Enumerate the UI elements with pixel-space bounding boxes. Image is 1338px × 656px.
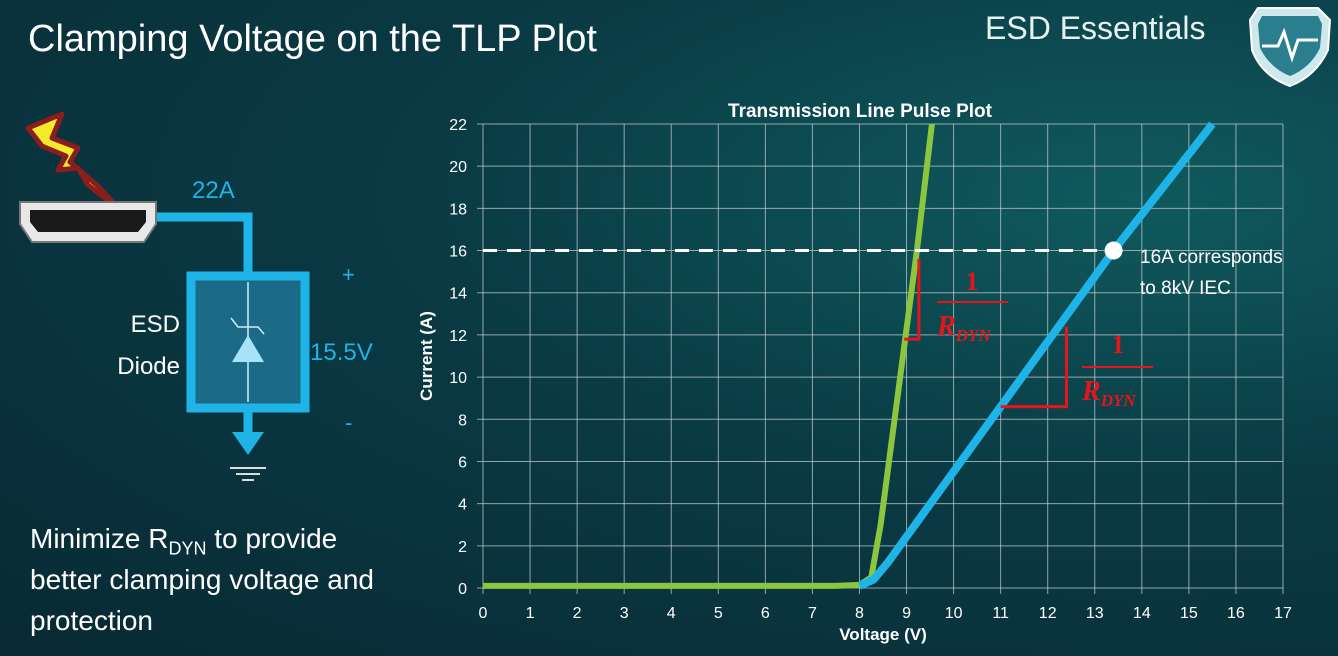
annotation-line-2: to 8kV IEC (1140, 278, 1231, 299)
series-line-2 (857, 121, 1216, 590)
slope-label-1: 1 RDYN (936, 267, 1008, 345)
x-tick-label: 1 (526, 605, 535, 622)
x-tick-label: 10 (945, 605, 963, 622)
note-prefix: Minimize R (30, 523, 169, 554)
x-axis-label: Voltage (V) (839, 625, 927, 644)
y-tick-label: 8 (458, 412, 467, 429)
lightning-icon (25, 111, 121, 211)
y-tick-label: 16 (449, 244, 467, 261)
plus-sign: + (342, 262, 355, 287)
minus-sign: - (345, 410, 352, 435)
tvs-diode-icon (186, 271, 310, 413)
shield-logo-icon (1248, 7, 1332, 88)
note-suffix: to provide better clamping voltage and p… (30, 523, 374, 636)
y-tick-label: 22 (449, 117, 467, 134)
x-tick-label: 9 (902, 605, 911, 622)
slope-2-denominator: RDYN (1081, 376, 1136, 410)
y-axis-label: Current (A) (417, 311, 436, 401)
hdmi-connector-icon (19, 201, 157, 243)
x-tick-label: 4 (667, 605, 676, 622)
voltage-label: 15.5V (310, 339, 373, 366)
x-tick-label: 2 (573, 605, 582, 622)
y-tick-label: 4 (458, 497, 467, 514)
y-tick-label: 18 (449, 201, 467, 218)
x-tick-label: 11 (992, 605, 1009, 622)
x-tick-label: 0 (479, 605, 488, 622)
tlp-chart: 0 1 2 3 4 5 6 7 8 9 10 11 12 13 14 15 16 1702468101214161… (449, 117, 1292, 622)
annotation-line-1: 16A corresponds (1140, 247, 1283, 268)
grid (477, 123, 1284, 594)
y-tick-label: 0 (458, 581, 467, 598)
x-tick-label: 7 (808, 605, 817, 622)
brand-title: ESD Essentials (985, 10, 1206, 46)
tick-labels: 0 1 2 3 4 5 6 7 8 9 10 11 12 13 14 15 16 1702468101214161… (449, 117, 1292, 622)
x-tick-label: 14 (1133, 605, 1151, 622)
x-tick-label: 16 (1227, 605, 1245, 622)
y-tick-label: 20 (449, 159, 467, 176)
y-tick-label: 10 (449, 370, 467, 387)
x-tick-label: 12 (1039, 605, 1057, 622)
y-tick-label: 2 (458, 539, 467, 556)
x-tick-label: 8 (855, 605, 864, 622)
device-label-diode: Diode (117, 353, 180, 380)
x-tick-label: 15 (1180, 605, 1198, 622)
y-tick-label: 12 (449, 328, 467, 345)
device-label-esd: ESD (131, 311, 180, 338)
series-group (483, 121, 1216, 590)
x-tick-label: 13 (1086, 605, 1104, 622)
slide-note: Minimize RDYN to provide better clamping… (30, 518, 410, 641)
y-tick-label: 14 (449, 286, 467, 303)
slope-triangle-1 (904, 258, 921, 341)
chart-title: Transmission Line Pulse Plot (728, 101, 993, 122)
ground-icon (230, 467, 266, 481)
x-tick-label: 17 (1274, 605, 1292, 622)
slope-1-denominator: RDYN (936, 311, 991, 345)
x-tick-label: 6 (761, 605, 770, 622)
series-line-1 (483, 123, 935, 589)
slope-1-numerator: 1 (966, 267, 979, 296)
marker-point (1104, 241, 1123, 260)
note-subscript: DYN (168, 538, 207, 559)
slope-triangle-2 (1000, 326, 1069, 409)
slope-2-numerator: 1 (1112, 330, 1125, 359)
current-label: 22A (192, 177, 235, 204)
slope-label-2: 1 RDYN (1081, 330, 1153, 410)
arrow-down-icon (232, 432, 264, 455)
x-tick-label: 3 (620, 605, 629, 622)
y-tick-label: 6 (458, 454, 467, 471)
slide-title: Clamping Voltage on the TLP Plot (28, 18, 597, 60)
annotations (483, 241, 1123, 409)
x-tick-label: 5 (714, 605, 723, 622)
